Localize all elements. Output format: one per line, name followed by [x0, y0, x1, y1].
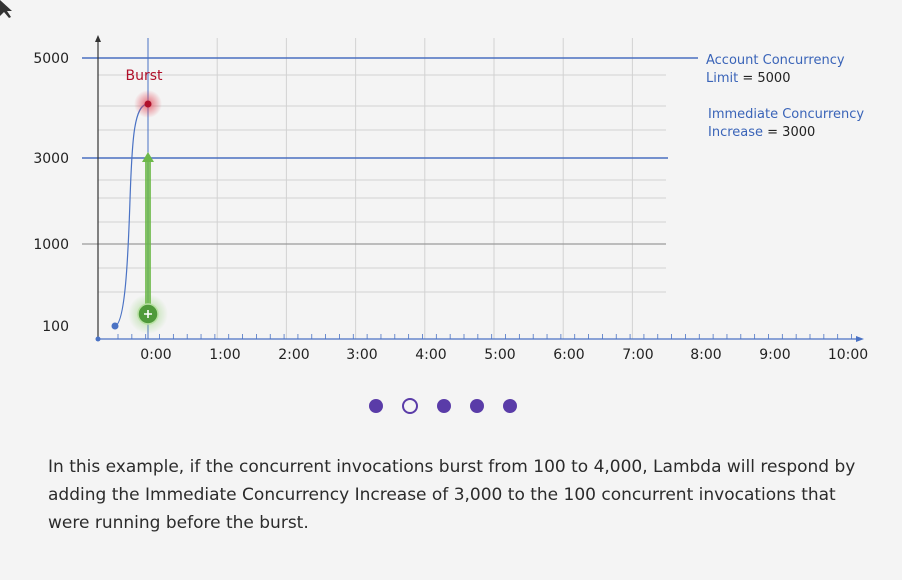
account-limit-label-line1: Account Concurrency [706, 53, 845, 68]
slide-caption: In this example, if the concurrent invoc… [48, 457, 856, 533]
carousel-dot[interactable] [470, 399, 484, 413]
carousel-dot-current[interactable] [402, 398, 418, 414]
axis-origin-dot [95, 336, 101, 342]
increase-arrow-shaft [145, 160, 151, 314]
x-tick-label: 9:00 [759, 347, 790, 363]
account-limit-label-name: Limit [706, 71, 742, 86]
x-tick-label: 0:00 [140, 347, 171, 363]
y-tick-label: 100 [42, 319, 69, 335]
x-tick-label: 5:00 [484, 347, 515, 363]
x-tick-label: 8:00 [690, 347, 721, 363]
x-tick-label: 6:00 [553, 347, 584, 363]
y-tick-label: 3000 [33, 151, 69, 167]
carousel-dot[interactable] [503, 399, 517, 413]
carousel-dot[interactable] [369, 399, 383, 413]
account-limit-label-value: = 5000 [742, 71, 790, 86]
immediate-increase-label-line1: Immediate Concurrency [708, 107, 864, 122]
x-tick-label: 1:00 [209, 347, 240, 363]
burst-label: Burst [125, 68, 163, 84]
x-tick-label: 3:00 [346, 347, 377, 363]
x-tick-label: 4:00 [415, 347, 446, 363]
x-tick-label: 2:00 [278, 347, 309, 363]
concurrency-chart: 5000 3000 1000 100 0:00 1:00 2:00 3:00 4:00 5:00 6… [33, 35, 868, 363]
x-axis-arrow-icon [856, 336, 864, 342]
burst-start-point [111, 322, 119, 330]
immediate-increase-label-name: Increase [708, 125, 767, 140]
carousel-pagination [369, 398, 517, 414]
account-limit-label-line2: Limit = 5000 [706, 71, 790, 86]
carousel-dot[interactable] [437, 399, 451, 413]
plus-sign-icon [144, 310, 152, 318]
burst-point [144, 100, 152, 108]
increase-arrow-head-icon [142, 152, 154, 162]
mouse-cursor-icon [0, 0, 12, 18]
x-tick-label: 7:00 [622, 347, 653, 363]
immediate-increase-label-value: = 3000 [767, 125, 815, 140]
y-axis-arrow-icon [95, 35, 101, 42]
burst-curve [114, 103, 149, 327]
y-tick-label: 1000 [33, 237, 69, 253]
y-tick-label: 5000 [33, 51, 69, 67]
immediate-increase-label-line2: Increase = 3000 [708, 125, 815, 140]
x-tick-label: 10:00 [828, 347, 868, 363]
